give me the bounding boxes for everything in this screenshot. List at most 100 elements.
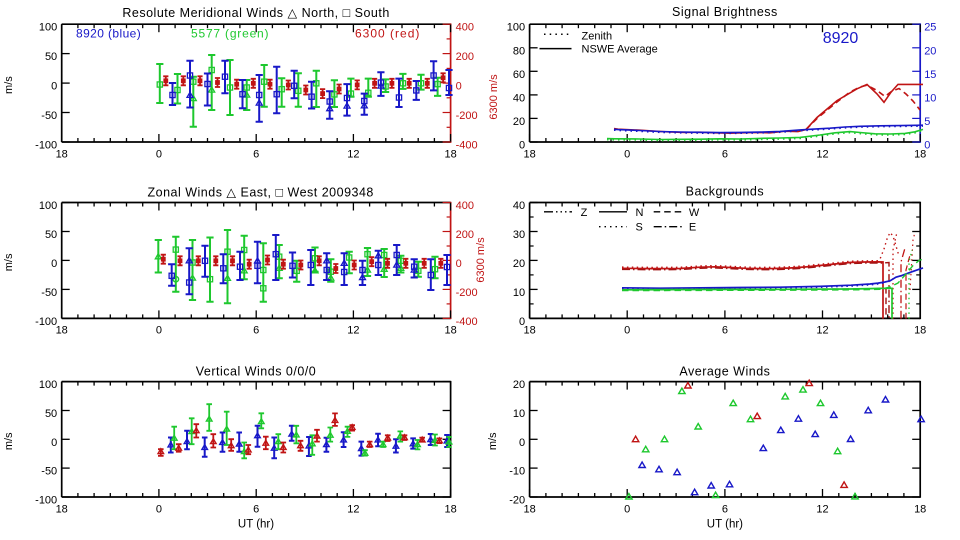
- svg-text:18: 18: [523, 504, 535, 516]
- svg-text:20: 20: [513, 379, 525, 391]
- svg-text:-100: -100: [35, 140, 57, 152]
- svg-text:m/s: m/s: [3, 432, 15, 450]
- svg-text:-400: -400: [456, 316, 478, 328]
- svg-text:18: 18: [444, 149, 456, 161]
- svg-text:-100: -100: [35, 495, 57, 507]
- svg-text:0: 0: [924, 140, 930, 152]
- svg-text:20: 20: [924, 45, 936, 57]
- svg-text:Backgrounds: Backgrounds: [686, 185, 764, 199]
- svg-text:6: 6: [722, 504, 728, 516]
- svg-text:0: 0: [156, 149, 162, 161]
- svg-text:0: 0: [624, 325, 630, 337]
- svg-text:12: 12: [347, 325, 359, 337]
- svg-text:Z: Z: [581, 207, 588, 219]
- svg-text:30: 30: [513, 229, 525, 241]
- svg-text:18: 18: [914, 149, 926, 161]
- svg-text:-100: -100: [35, 316, 57, 328]
- svg-text:6: 6: [722, 149, 728, 161]
- svg-text:Average Winds: Average Winds: [679, 365, 770, 379]
- svg-text:400: 400: [456, 200, 474, 212]
- svg-text:0: 0: [456, 81, 462, 93]
- svg-text:10: 10: [513, 287, 525, 299]
- svg-text:0: 0: [519, 437, 525, 449]
- svg-text:0: 0: [456, 258, 462, 270]
- svg-text:20: 20: [513, 258, 525, 270]
- svg-text:-10: -10: [509, 466, 525, 478]
- svg-text:18: 18: [523, 149, 535, 161]
- svg-text:0: 0: [519, 140, 525, 152]
- svg-text:10: 10: [924, 92, 936, 104]
- svg-text:8920 (blue): 8920 (blue): [76, 26, 141, 40]
- svg-text:25: 25: [924, 22, 936, 34]
- svg-text:0: 0: [624, 504, 630, 516]
- svg-text:0: 0: [156, 504, 162, 516]
- svg-text:-200: -200: [456, 110, 478, 122]
- svg-text:18: 18: [914, 325, 926, 337]
- svg-text:100: 100: [507, 22, 525, 34]
- svg-text:m/s: m/s: [3, 76, 15, 94]
- svg-text:80: 80: [513, 45, 525, 57]
- svg-text:-50: -50: [41, 110, 57, 122]
- svg-text:E: E: [689, 222, 696, 234]
- svg-text:-50: -50: [41, 466, 57, 478]
- svg-text:200: 200: [456, 229, 474, 241]
- svg-text:18: 18: [444, 504, 456, 516]
- svg-text:0: 0: [51, 81, 57, 93]
- svg-text:0: 0: [156, 325, 162, 337]
- svg-text:18: 18: [523, 325, 535, 337]
- svg-text:8920: 8920: [823, 30, 859, 47]
- svg-text:5: 5: [924, 116, 930, 128]
- svg-text:18: 18: [914, 504, 926, 516]
- svg-text:12: 12: [347, 149, 359, 161]
- svg-text:-20: -20: [509, 495, 525, 507]
- svg-text:20: 20: [513, 116, 525, 128]
- svg-text:UT (hr): UT (hr): [707, 519, 743, 531]
- svg-text:60: 60: [513, 69, 525, 81]
- svg-text:Resolute Meridional Winds △ No: Resolute Meridional Winds △ North, □ Sou…: [122, 6, 389, 20]
- svg-text:18: 18: [56, 504, 68, 516]
- svg-text:Vertical Winds 0/0/0: Vertical Winds 0/0/0: [196, 365, 316, 379]
- svg-text:0: 0: [51, 437, 57, 449]
- svg-text:6: 6: [253, 149, 259, 161]
- svg-text:15: 15: [924, 69, 936, 81]
- svg-text:100: 100: [39, 22, 57, 34]
- svg-text:12: 12: [347, 504, 359, 516]
- svg-text:50: 50: [45, 229, 57, 241]
- svg-text:S: S: [636, 222, 643, 234]
- svg-text:6: 6: [253, 325, 259, 337]
- svg-text:12: 12: [816, 504, 828, 516]
- svg-text:10: 10: [513, 408, 525, 420]
- svg-text:100: 100: [39, 379, 57, 391]
- svg-text:50: 50: [45, 51, 57, 63]
- svg-text:0: 0: [51, 258, 57, 270]
- svg-text:18: 18: [444, 325, 456, 337]
- svg-text:40: 40: [513, 92, 525, 104]
- svg-text:400: 400: [456, 22, 474, 34]
- svg-text:-400: -400: [456, 140, 478, 152]
- svg-text:6300 m/s: 6300 m/s: [475, 237, 487, 283]
- svg-text:18: 18: [56, 325, 68, 337]
- svg-text:-50: -50: [41, 287, 57, 299]
- svg-text:5577 (green): 5577 (green): [191, 26, 269, 40]
- svg-text:NSWE Average: NSWE Average: [582, 44, 658, 56]
- svg-text:6300 m/s: 6300 m/s: [488, 74, 500, 120]
- svg-text:N: N: [636, 207, 644, 219]
- svg-text:0: 0: [624, 149, 630, 161]
- svg-text:-200: -200: [456, 287, 478, 299]
- svg-text:50: 50: [45, 408, 57, 420]
- svg-text:UT (hr): UT (hr): [238, 519, 274, 531]
- svg-text:18: 18: [56, 149, 68, 161]
- svg-text:12: 12: [816, 325, 828, 337]
- svg-text:Signal Brightness: Signal Brightness: [672, 5, 778, 19]
- svg-text:100: 100: [39, 200, 57, 212]
- svg-text:6: 6: [722, 325, 728, 337]
- svg-text:12: 12: [816, 149, 828, 161]
- svg-text:Zonal Winds △ East, □ West 200: Zonal Winds △ East, □ West 2009348: [147, 186, 373, 200]
- svg-text:0: 0: [519, 316, 525, 328]
- svg-text:m/s: m/s: [487, 432, 499, 450]
- svg-text:m/s: m/s: [3, 253, 15, 271]
- svg-text:Zenith: Zenith: [582, 31, 613, 43]
- svg-text:200: 200: [456, 51, 474, 63]
- svg-text:6: 6: [253, 504, 259, 516]
- svg-text:6300 (red): 6300 (red): [355, 26, 420, 40]
